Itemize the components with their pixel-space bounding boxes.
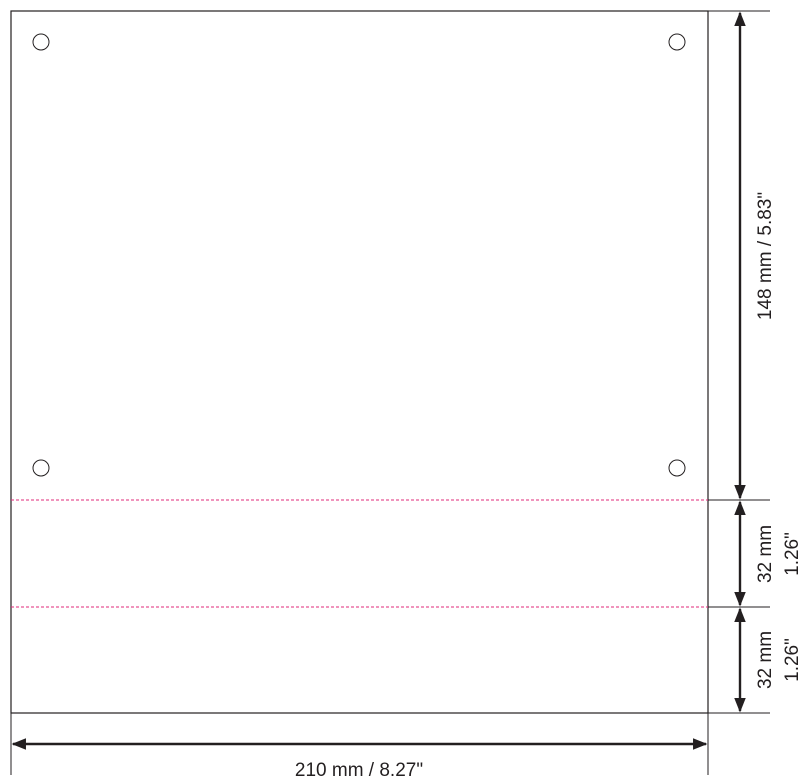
punch-hole-bottom-right — [668, 459, 686, 477]
sheet-outline — [10, 10, 709, 714]
width-label: 210 mm / 8.27" — [295, 760, 423, 780]
punch-hole-top-left — [32, 33, 50, 51]
strip2-in-label: 1.26" — [782, 638, 803, 682]
punch-hole-bottom-left — [32, 459, 50, 477]
strip2-mm-label: 32 mm — [755, 631, 776, 689]
height-label: 148 mm / 5.83" — [755, 192, 776, 320]
punch-hole-top-right — [668, 33, 686, 51]
strip1-mm-label: 32 mm — [755, 525, 776, 583]
strip1-in-label: 1.26" — [782, 532, 803, 576]
